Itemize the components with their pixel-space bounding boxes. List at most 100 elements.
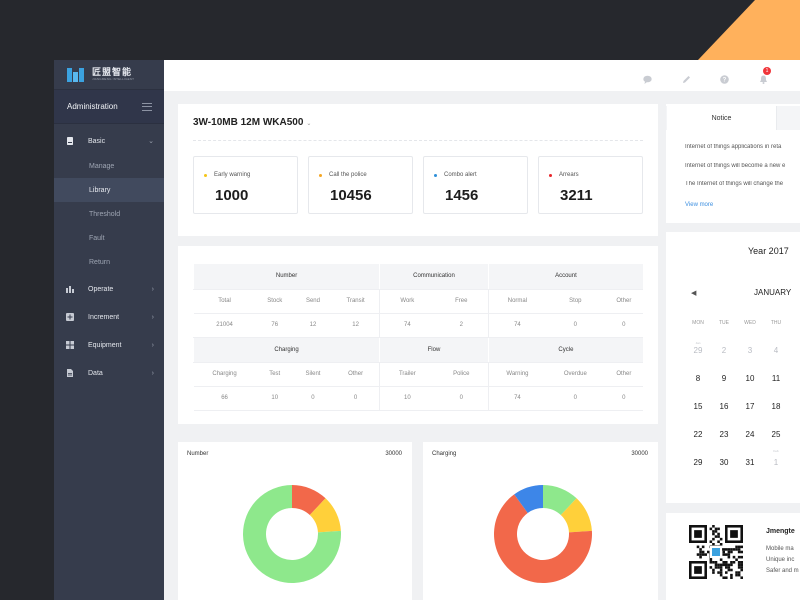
view-more-link[interactable]: View more [685, 202, 714, 208]
sidebar-item-increment[interactable]: Increment › [54, 304, 164, 330]
table-cell: 21004 [193, 313, 256, 338]
notice-item[interactable]: Internet of things applications in reta [685, 144, 782, 150]
calendar-day[interactable]: 9 [721, 374, 727, 383]
sidebar-subitem-threshold[interactable]: Threshold [89, 210, 121, 218]
column-header: Work [379, 289, 435, 314]
calendar-day[interactable]: 25 [771, 430, 781, 439]
calendar-day[interactable]: 29 [693, 346, 703, 355]
table-group-header: Account [487, 264, 643, 290]
month-label: Feb [773, 449, 779, 453]
grid-icon [66, 341, 74, 349]
column-header: Transit [332, 289, 380, 314]
column-header: Test [255, 362, 294, 387]
donut-slice[interactable] [543, 485, 577, 516]
table-cell: 2 [434, 313, 489, 338]
app-description: Safer and m [766, 568, 799, 574]
sidebar-item-data[interactable]: Data › [54, 360, 164, 386]
chevron-right-icon: › [151, 313, 154, 321]
sidebar-header: Administration [54, 90, 164, 124]
calendar-day[interactable]: 4 [773, 346, 779, 355]
stat-card-combo-alert[interactable]: Combo alert 1456 [423, 156, 528, 214]
calendar-day[interactable]: 17 [745, 402, 755, 411]
table-group-header: Charging [192, 337, 380, 363]
sidebar-subitem-return[interactable]: Return [89, 258, 111, 266]
chart-title: Charging [432, 451, 457, 457]
sidebar-item-equipment[interactable]: Equipment › [54, 332, 164, 358]
stat-value: 3211 [560, 187, 593, 204]
notice-panel: Notice Internet of things applications i… [666, 104, 800, 223]
table-cell: 10 [379, 386, 435, 411]
donut-slice[interactable] [560, 498, 592, 533]
notice-item[interactable]: The Internet of things will change the [685, 181, 784, 187]
table-cell: 0 [546, 313, 605, 338]
logo-icon [67, 67, 87, 82]
calendar-day[interactable]: 31 [745, 458, 755, 467]
column-header: Send [293, 289, 333, 314]
table-cell: 0 [434, 386, 489, 411]
column-header: Police [434, 362, 489, 387]
sidebar-subitem-fault[interactable]: Fault [89, 234, 105, 242]
calendar-day[interactable]: 24 [745, 430, 755, 439]
calendar-day[interactable]: 2 [721, 346, 727, 355]
chevron-right-icon: › [151, 285, 154, 293]
sidebar-item-operate[interactable]: Operate › [54, 276, 164, 302]
column-header: Other [604, 289, 643, 314]
stat-card-call-the-police[interactable]: Call the police 10456 [308, 156, 413, 214]
donut-slice[interactable] [292, 485, 326, 516]
table-cell: 10 [255, 386, 294, 411]
stat-card-early-warning[interactable]: Early warning 1000 [193, 156, 298, 214]
column-header: Charging [193, 362, 256, 387]
help-icon[interactable]: ? [720, 71, 729, 84]
previous-month-button[interactable]: ◀ [691, 290, 697, 297]
calendar-day[interactable]: 11 [771, 374, 781, 383]
calendar-day[interactable]: 29 [693, 458, 703, 467]
notice-item[interactable]: Internet of things will become a new e [685, 163, 786, 169]
notification-badge: 1 [763, 67, 771, 75]
table-header-row: Charging Test Silent Other Trailer Polic… [193, 362, 643, 387]
chat-icon[interactable] [643, 71, 652, 84]
statistics-table-card: Number Communication Account Total Stock… [178, 246, 658, 424]
calendar-day[interactable]: 15 [693, 402, 703, 411]
app-description: Mobile ma [766, 546, 794, 552]
chart-total: 30000 [631, 451, 648, 457]
calendar-day[interactable]: 3 [747, 346, 753, 355]
calendar-day[interactable]: 1 [773, 458, 779, 467]
column-header: Stop [546, 289, 605, 314]
donut-slice[interactable] [243, 485, 341, 583]
status-dot-icon [204, 173, 207, 177]
sidebar-subitem-manage[interactable]: Manage [89, 162, 115, 170]
calendar-day[interactable]: 23 [719, 430, 729, 439]
donut-slice[interactable] [309, 498, 341, 533]
column-header: Warning [487, 362, 547, 387]
brand-logo[interactable]: 匠盟智能 JIANGMENG INTELLIGENT [54, 60, 164, 90]
donut-slice[interactable] [514, 485, 543, 513]
pencil-icon[interactable] [682, 71, 691, 83]
app-download-card: Jmengte Mobile ma Unique inc Safer and m [666, 513, 800, 600]
calendar-day[interactable]: 8 [695, 374, 701, 383]
weekday-label: MON [692, 320, 704, 326]
stat-label: Arrears [559, 172, 579, 178]
hamburger-menu-icon[interactable] [142, 102, 152, 111]
top-bar: ? 1 [164, 60, 800, 91]
sidebar-subitem-library[interactable]: Library [54, 178, 164, 202]
calendar-day[interactable]: 16 [719, 402, 729, 411]
app-description: Unique inc [766, 557, 795, 563]
calendar-day[interactable]: 22 [693, 430, 703, 439]
table-cell: 74 [379, 313, 435, 338]
chevron-down-icon: ⌄ [148, 138, 154, 145]
stat-label: Call the police [329, 172, 367, 178]
table-cell: 12 [293, 313, 333, 338]
donut-slice[interactable] [494, 494, 592, 583]
sidebar-item-basic[interactable]: Basic ⌄ [54, 128, 164, 154]
device-selector[interactable]: 3W-10MB 12M WKA500 ⌄ [193, 117, 311, 128]
calendar-day[interactable]: 18 [771, 402, 781, 411]
app-window: 匠盟智能 JIANGMENG INTELLIGENT Administratio… [54, 60, 800, 600]
bell-icon[interactable]: 1 [759, 67, 771, 84]
stat-card-arrears[interactable]: Arrears 3211 [538, 156, 643, 214]
calendar-day[interactable]: 30 [719, 458, 729, 467]
tab-notice[interactable]: Notice [667, 106, 777, 130]
stat-label: Early warning [214, 172, 251, 178]
column-header: Trailer [379, 362, 435, 387]
sidebar-title: Administration [67, 102, 118, 111]
calendar-day[interactable]: 10 [745, 374, 755, 383]
